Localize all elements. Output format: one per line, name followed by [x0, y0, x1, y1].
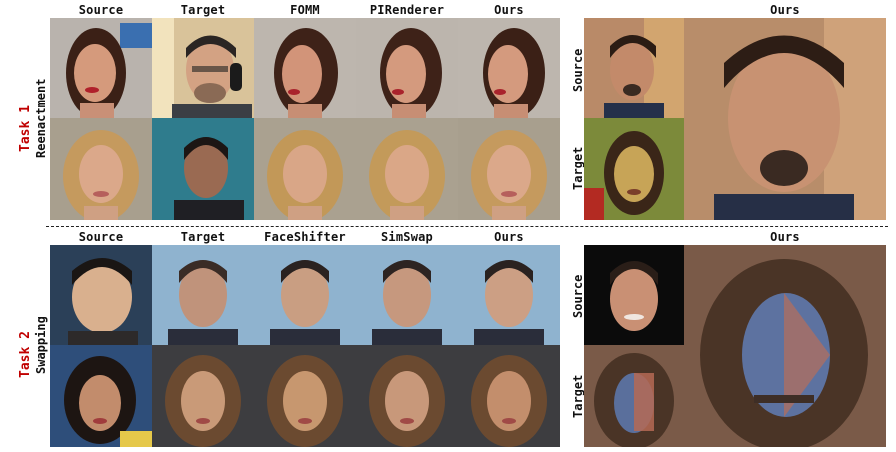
task1-r1-target-image	[152, 18, 254, 118]
task2-r1-source-image	[50, 245, 152, 345]
task2-side-header: Ours	[770, 230, 800, 244]
task2-r1-target-image	[152, 245, 254, 345]
task1-label: Task 1	[18, 105, 33, 152]
task1-col-source: Source	[78, 3, 124, 17]
task2-col-source: Source	[78, 230, 124, 244]
task1-r1-source-image	[50, 18, 152, 118]
task1-r1-fomm-image	[254, 18, 356, 118]
task1-r1-ours-image	[458, 18, 560, 118]
task1-side-source-label: Source	[571, 48, 585, 92]
task2-r2-target-image	[152, 345, 254, 447]
task1-r2-fomm-image	[254, 118, 356, 220]
task1-col-target: Target	[180, 3, 226, 17]
task2-side-source-image	[584, 245, 684, 345]
task1-col-pirenderer: PIRenderer	[369, 3, 445, 17]
task1-side-target-image	[584, 118, 684, 220]
task1-col-fomm: FOMM	[290, 3, 320, 17]
task1-col-ours: Ours	[494, 3, 524, 17]
task2-r2-source-image	[50, 345, 152, 447]
task1-side-source-image	[584, 18, 684, 118]
task2-side-target-image	[584, 345, 684, 447]
task2-sublabel: Swapping	[34, 316, 48, 374]
task2-col-target: Target	[180, 230, 226, 244]
task2-r2-faceshifter-image	[254, 345, 356, 447]
task2-r1-faceshifter-image	[254, 245, 356, 345]
task1-side-header: Ours	[770, 3, 800, 17]
task2-side-ours-image	[684, 245, 886, 447]
task1-r2-source-image	[50, 118, 152, 220]
task1-r2-ours-image	[458, 118, 560, 220]
task1-side-ours-image	[684, 18, 886, 220]
task2-r2-ours-image	[458, 345, 560, 447]
task2-side-target-label: Target	[571, 374, 585, 418]
task1-r2-target-image	[152, 118, 254, 220]
task2-r1-ours-image	[458, 245, 560, 345]
task1-sublabel: Reenactment	[34, 78, 48, 158]
task1-r1-pirenderer-image	[356, 18, 458, 118]
task1-r2-pirenderer-image	[356, 118, 458, 220]
task2-col-ours: Ours	[494, 230, 524, 244]
task2-label: Task 2	[18, 331, 33, 378]
task2-col-simswap: SimSwap	[381, 230, 433, 244]
task2-side-source-label: Source	[571, 274, 585, 318]
task2-r2-simswap-image	[356, 345, 458, 447]
task-divider	[46, 226, 888, 227]
task2-col-faceshifter: FaceShifter	[264, 230, 346, 244]
task2-r1-simswap-image	[356, 245, 458, 345]
task1-side-target-label: Target	[571, 146, 585, 190]
